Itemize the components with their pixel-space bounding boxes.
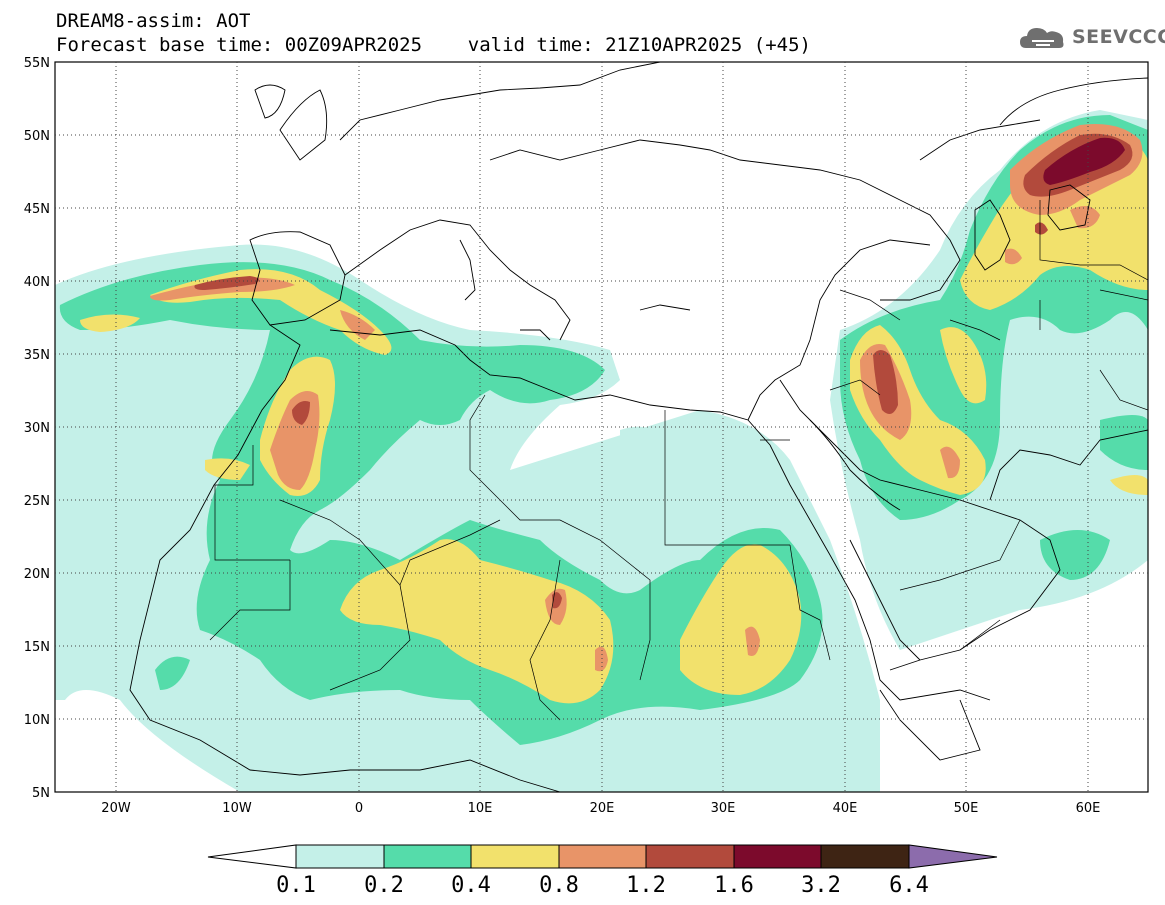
colorbar-arrow-high — [908, 844, 998, 869]
colorbar-segment — [645, 844, 735, 869]
colorbar-label: 1.2 — [626, 873, 666, 898]
lon-tick-label: 60E — [1076, 801, 1101, 816]
colorbar-segment — [820, 844, 910, 869]
lat-tick-label: 15N — [24, 640, 50, 655]
lat-tick-label: 10N — [24, 713, 50, 728]
coastlines — [129, 62, 1148, 792]
colorbar-label: 3.2 — [801, 873, 841, 898]
map-title: DREAM8-assim: AOT — [56, 10, 251, 32]
lat-tick-label: 30N — [24, 421, 50, 436]
colorbar-segment — [383, 844, 472, 869]
lat-tick-label: 55N — [24, 56, 50, 71]
lon-tick-label: 10W — [222, 801, 252, 816]
lon-tick-label: 20W — [101, 801, 131, 816]
colorbar-segment — [558, 844, 647, 869]
lat-tick-label: 5N — [32, 786, 50, 801]
colorbar-segment — [733, 844, 822, 869]
lat-tick-label: 50N — [24, 129, 50, 144]
logo-text: SEEVCCC — [1072, 26, 1165, 48]
country-borders — [209, 200, 1148, 721]
seevccc-logo: SEEVCCC — [1018, 22, 1165, 56]
lat-axis: 5N 10N 15N 20N 25N 30N 35N 40N 45N 50N 5… — [24, 56, 50, 801]
lat-tick-label: 25N — [24, 494, 50, 509]
lat-tick-label: 40N — [24, 275, 50, 290]
colorbar-label: 1.6 — [714, 873, 754, 898]
colorbar-label: 6.4 — [889, 873, 929, 898]
lon-axis: 20W 10W 0 10E 20E 30E 40E 50E 60E — [101, 801, 1100, 816]
colorbar-arrow-low — [207, 844, 297, 869]
colorbar-label: 0.4 — [451, 873, 491, 898]
colorbar-label: 0.2 — [364, 873, 404, 898]
colorbar-segment — [295, 844, 385, 869]
cloud-logo-icon — [1020, 28, 1064, 48]
colorbar: 0.1 0.2 0.4 0.8 1.2 1.6 3.2 6.4 — [207, 844, 998, 898]
colorbar-label: 0.1 — [276, 873, 316, 898]
lon-tick-label: 30E — [711, 801, 736, 816]
graticule — [55, 62, 1148, 792]
aot-band-1.6 — [1043, 137, 1125, 185]
lon-tick-label: 40E — [833, 801, 858, 816]
colorbar-label: 0.8 — [539, 873, 579, 898]
lon-tick-label: 0 — [355, 801, 363, 816]
lon-tick-label: 10E — [468, 801, 493, 816]
lat-tick-label: 45N — [24, 202, 50, 217]
lon-tick-label: 20E — [590, 801, 615, 816]
lat-tick-label: 20N — [24, 567, 50, 582]
colorbar-segment — [470, 844, 560, 869]
lat-tick-label: 35N — [24, 348, 50, 363]
lon-tick-label: 50E — [954, 801, 979, 816]
forecast-times: Forecast base time: 00Z09APR2025 valid t… — [56, 34, 811, 56]
